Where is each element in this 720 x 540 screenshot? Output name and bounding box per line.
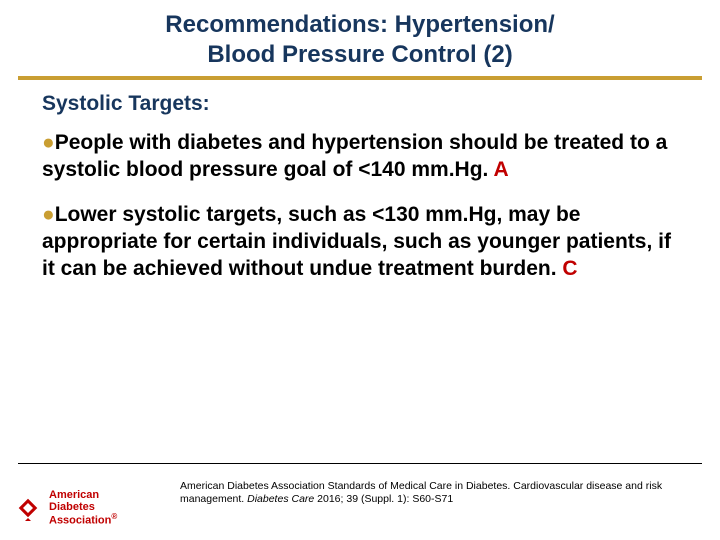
ada-logo-icon: [14, 495, 42, 523]
bullet-text: People with diabetes and hypertension sh…: [42, 131, 667, 181]
registered-icon: ®: [111, 512, 117, 521]
bullet-item: ●People with diabetes and hypertension s…: [42, 130, 678, 184]
slide-title: Recommendations: Hypertension/ Blood Pre…: [30, 10, 690, 70]
logo-line-2: Diabetes: [49, 501, 95, 513]
content-area: Systolic Targets: ●People with diabetes …: [0, 80, 720, 282]
footer-rule: [18, 463, 702, 464]
bullet-icon: ●: [42, 203, 55, 226]
ada-logo-text: American Diabetes Association®: [49, 490, 117, 527]
evidence-grade: A: [493, 158, 508, 181]
slide: Recommendations: Hypertension/ Blood Pre…: [0, 0, 720, 540]
ada-logo: American Diabetes Association®: [0, 490, 117, 527]
footer: American Diabetes Association®: [0, 478, 720, 540]
title-line-2: Blood Pressure Control (2): [207, 41, 512, 68]
subheading: Systolic Targets:: [42, 92, 678, 116]
bullet-icon: ●: [42, 131, 55, 154]
evidence-grade: C: [562, 257, 577, 280]
title-line-1: Recommendations: Hypertension/: [165, 11, 554, 38]
logo-line-3: Association: [49, 515, 111, 527]
bullet-item: ●Lower systolic targets, such as <130 mm…: [42, 202, 678, 283]
title-area: Recommendations: Hypertension/ Blood Pre…: [0, 0, 720, 74]
logo-line-1: American: [49, 489, 99, 501]
